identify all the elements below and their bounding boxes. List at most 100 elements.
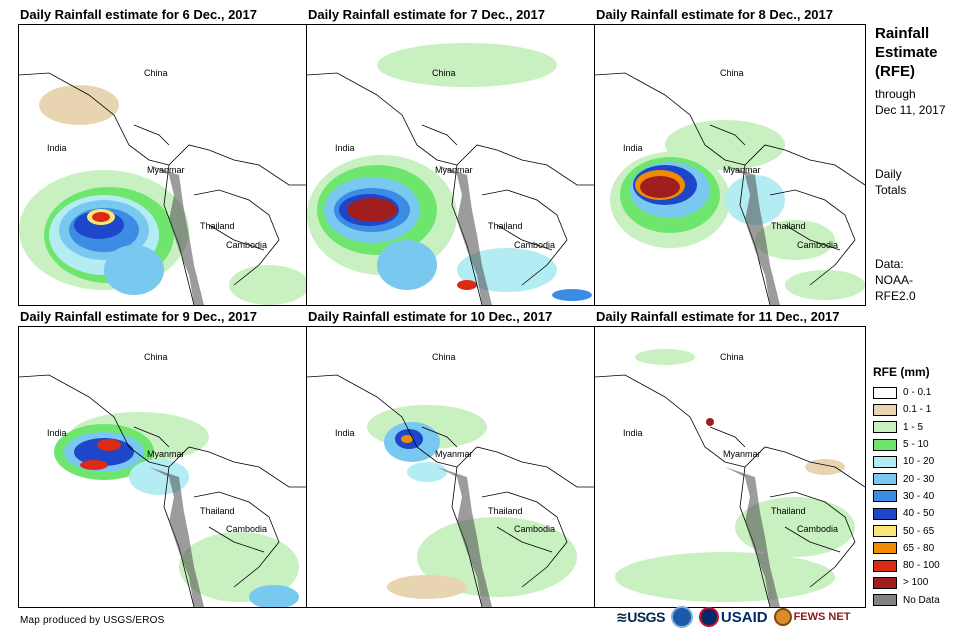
legend-label: 10 - 20 xyxy=(903,456,935,468)
sidebar-title-line3: (RFE) xyxy=(875,63,915,80)
label-cambodia: Cambodia xyxy=(797,240,839,250)
sidebar-through: through Dec 11, 2017 xyxy=(875,86,946,118)
legend-item: 1 - 5 xyxy=(873,419,963,436)
label-cambodia: Cambodia xyxy=(226,240,268,250)
label-china: China xyxy=(432,68,456,78)
rainfall-map: China India Myanmar Thailand Cambodia xyxy=(594,326,866,608)
panel-title: Daily Rainfall estimate for 8 Dec., 2017 xyxy=(596,7,833,22)
legend-item: 40 - 50 xyxy=(873,505,963,522)
label-china: China xyxy=(720,352,744,362)
coastline xyxy=(437,467,492,607)
legend-swatch xyxy=(873,507,897,520)
label-myanmar: Myanmar xyxy=(435,165,473,175)
legend-rows: 0 - 0.1 0.1 - 1 1 - 5 5 - 10 10 - 20 20 - 30 3… xyxy=(873,384,963,609)
data-line3: RFE2.0 xyxy=(875,289,916,303)
map-graphic xyxy=(307,43,595,305)
map-panel-dec10: Daily Rainfall estimate for 10 Dec., 201… xyxy=(306,309,596,609)
legend-label: 65 - 80 xyxy=(903,542,935,554)
rainfall-overlay xyxy=(19,85,307,305)
map-graphic xyxy=(307,374,595,607)
sidebar-title-line1: Rainfall xyxy=(875,25,930,42)
rainfall-map: China India Myanmar Thailand Cambodia xyxy=(306,24,596,306)
label-thailand: Thailand xyxy=(200,221,235,231)
rainfall-overlay xyxy=(367,405,577,599)
label-thailand: Thailand xyxy=(771,506,806,516)
label-india: India xyxy=(335,428,355,438)
legend-swatch xyxy=(873,490,897,503)
legend-item: > 100 xyxy=(873,574,963,591)
usaid-logo: USAID xyxy=(698,607,768,627)
label-india: India xyxy=(47,143,67,153)
daily-line1: Daily xyxy=(875,167,902,181)
legend-label: 0.1 - 1 xyxy=(903,404,932,416)
label-myanmar: Myanmar xyxy=(723,165,761,175)
legend-item: 0.1 - 1 xyxy=(873,401,963,418)
label-cambodia: Cambodia xyxy=(797,524,839,534)
legend-label: 80 - 100 xyxy=(903,560,940,572)
usaid-seal-icon xyxy=(698,607,719,627)
rainfall-map: China India Myanmar Thailand Cambodia xyxy=(594,24,866,306)
rainfall-overlay xyxy=(307,43,592,301)
through-label: through xyxy=(875,87,916,101)
legend-item: 50 - 65 xyxy=(873,522,963,539)
label-cambodia: Cambodia xyxy=(514,240,556,250)
legend-item: 5 - 10 xyxy=(873,436,963,453)
label-cambodia: Cambodia xyxy=(226,524,268,534)
map-credit: Map produced by USGS/EROS xyxy=(20,615,165,626)
label-china: China xyxy=(432,352,456,362)
fews-net-logo-text: FEWS NET xyxy=(793,611,851,623)
daily-line2: Totals xyxy=(875,183,907,197)
legend-item: 0 - 0.1 xyxy=(873,384,963,401)
panel-title: Daily Rainfall estimate for 9 Dec., 2017 xyxy=(20,309,257,324)
legend-label: 1 - 5 xyxy=(903,421,924,433)
label-thailand: Thailand xyxy=(771,221,806,231)
legend-swatch xyxy=(873,525,897,538)
label-myanmar: Myanmar xyxy=(147,165,185,175)
panel-title: Daily Rainfall estimate for 6 Dec., 2017 xyxy=(20,7,257,22)
map-graphic xyxy=(19,374,307,607)
rainfall-overlay xyxy=(615,349,855,602)
legend-label: > 100 xyxy=(903,577,929,589)
legend-item: 65 - 80 xyxy=(873,540,963,557)
label-india: India xyxy=(623,143,643,153)
legend-item: 10 - 20 xyxy=(873,453,963,470)
legend-label: 0 - 0.1 xyxy=(903,387,932,399)
coastline xyxy=(437,165,492,305)
rainfall-overlay xyxy=(610,120,865,300)
sidebar-title-line2: Estimate xyxy=(875,44,938,61)
legend-swatch xyxy=(873,455,897,468)
legend-swatch xyxy=(873,403,897,416)
legend-swatch xyxy=(873,559,897,572)
legend-swatch xyxy=(873,438,897,451)
legend-swatch xyxy=(873,594,897,607)
sidebar-title: Rainfall Estimate (RFE) xyxy=(875,24,938,81)
legend-item: 30 - 40 xyxy=(873,488,963,505)
label-myanmar: Myanmar xyxy=(147,449,185,459)
legend-label: No Data xyxy=(903,594,940,606)
legend-swatch xyxy=(873,473,897,486)
legend-item: No Data xyxy=(873,592,963,609)
legend-swatch xyxy=(873,421,897,434)
label-thailand: Thailand xyxy=(200,506,235,516)
sidebar-data-source: Data: NOAA- RFE2.0 xyxy=(875,256,916,304)
legend-swatch xyxy=(873,386,897,399)
noaa-logo-icon xyxy=(670,606,693,628)
map-panel-dec8: Daily Rainfall estimate for 8 Dec., 2017 xyxy=(594,7,884,307)
through-date: Dec 11, 2017 xyxy=(875,103,946,117)
legend-label: 40 - 50 xyxy=(903,508,935,520)
legend-item: 20 - 30 xyxy=(873,470,963,487)
rainfall-overlay xyxy=(54,412,299,607)
rainfall-map: China India Myanmar Thailand Cambodia xyxy=(18,24,308,306)
legend-label: 50 - 65 xyxy=(903,525,935,537)
map-panel-dec9: Daily Rainfall estimate for 9 Dec., 2017 xyxy=(18,309,308,609)
map-graphic xyxy=(595,349,865,607)
country-borders xyxy=(19,72,307,305)
legend-label: 20 - 30 xyxy=(903,473,935,485)
label-thailand: Thailand xyxy=(488,506,523,516)
label-india: India xyxy=(47,428,67,438)
coastline xyxy=(149,165,204,305)
label-myanmar: Myanmar xyxy=(435,449,473,459)
label-india: India xyxy=(335,143,355,153)
panel-title: Daily Rainfall estimate for 7 Dec., 2017 xyxy=(308,7,545,22)
data-line1: Data: xyxy=(875,257,904,271)
